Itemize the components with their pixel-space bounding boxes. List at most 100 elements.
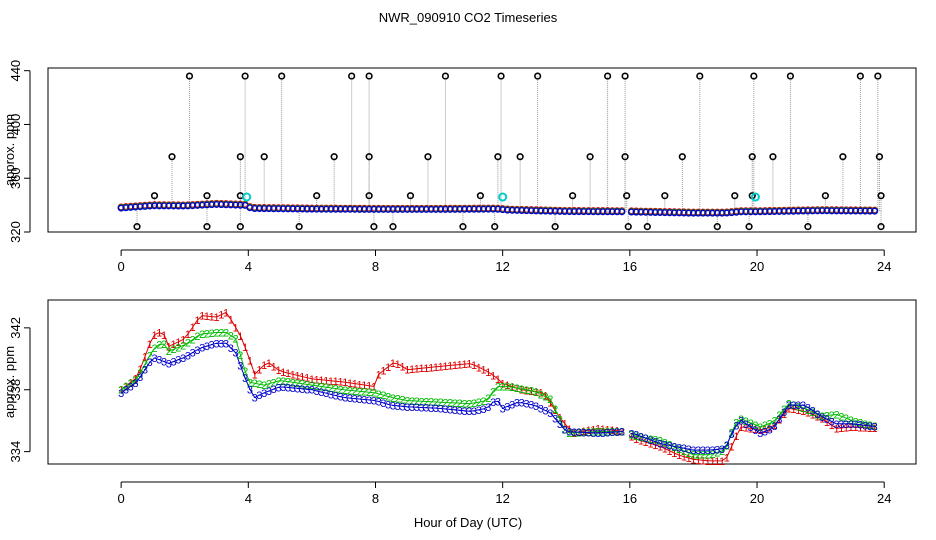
series-1-marker: 1 [275, 365, 281, 377]
series-3-marker: 3 [156, 355, 162, 367]
series-3-marker: 3 [337, 392, 343, 404]
series-3-marker: 3 [352, 394, 358, 406]
bottom-y-tick-label: 334 [8, 441, 23, 463]
cyan-marker [498, 192, 508, 202]
series-1-marker: 1 [595, 423, 601, 435]
series-1-marker: 1 [280, 367, 286, 379]
spike-point [621, 153, 629, 161]
series-1-marker: 1 [662, 444, 668, 456]
spike-point [569, 192, 577, 200]
series-2-marker: 2 [309, 380, 315, 392]
spike-point [856, 72, 864, 80]
series-2-marker: 2 [261, 380, 267, 392]
top-y-axis: 320 360 400 440 [8, 60, 31, 243]
series-1-marker: 1 [590, 424, 596, 436]
series-1-marker: 1 [223, 307, 229, 319]
series-3-marker: 3 [495, 396, 501, 408]
spike-point [185, 72, 194, 80]
series-1-marker: 1 [814, 411, 820, 423]
series-2-marker: 2 [242, 366, 248, 378]
spike-point [874, 72, 882, 80]
series-2-marker: 2 [314, 381, 320, 393]
series-2-marker: 2 [156, 339, 162, 351]
top-y-axis-label: approx. ppm [2, 114, 17, 186]
series-2-marker: 2 [547, 394, 553, 406]
series-1-marker: 1 [523, 385, 529, 397]
series-3-marker: 3 [376, 396, 382, 408]
series-3-marker: 3 [776, 414, 782, 426]
series-3-marker: 3 [647, 435, 653, 447]
series-3-marker: 3 [295, 383, 301, 395]
series-3-marker: 3 [132, 378, 138, 390]
cyan-marker [242, 192, 252, 202]
series-1-marker: 1 [147, 339, 153, 351]
series-2-marker: 2 [695, 450, 701, 462]
series-3-marker: 3 [428, 403, 434, 415]
series-3-marker: 3 [380, 398, 386, 410]
series-1-marker: 1 [686, 453, 692, 465]
series-2-marker: 2 [500, 382, 506, 394]
spike-point [260, 153, 268, 161]
series-2-marker: 2 [576, 427, 582, 439]
series-1-marker: 1 [376, 369, 382, 381]
series-2-marker: 2 [523, 385, 529, 397]
series-1-marker: 1 [504, 380, 510, 392]
series-1-marker: 1 [447, 360, 453, 372]
series-3-marker: 3 [190, 348, 196, 360]
series-2-marker: 2 [490, 386, 496, 398]
series-2-marker: 2 [800, 403, 806, 415]
series-3-marker: 3 [638, 431, 644, 443]
series-3-marker: 3 [705, 445, 711, 457]
spike-point [745, 223, 753, 231]
series-1-marker: 1 [366, 381, 372, 393]
series-1-marker: 1 [729, 441, 735, 453]
bottom-panel: 1111111111111111111111111111111111111111… [2, 299, 917, 506]
series-2-marker: 2 [614, 427, 620, 439]
series-1-marker: 1 [476, 362, 482, 374]
series-3-marker: 3 [333, 391, 339, 403]
series-3-marker: 3 [695, 445, 701, 457]
series-1-marker: 1 [261, 360, 267, 372]
series-1-marker: 1 [204, 311, 210, 323]
series-2-marker: 2 [481, 396, 487, 408]
series-1-marker: 1 [767, 423, 773, 435]
spike-point [330, 153, 338, 161]
series-1-marker: 1 [428, 362, 434, 374]
series-3-marker: 3 [733, 420, 739, 432]
series-3-marker: 3 [366, 395, 372, 407]
series-1-marker: 1 [457, 360, 463, 372]
series-3-marker: 3 [304, 384, 310, 396]
series-1-marker: 1 [638, 436, 644, 448]
series-1-marker: 1 [495, 374, 501, 386]
series-3-marker: 3 [142, 365, 148, 377]
spike-point [348, 72, 356, 80]
series-3-marker: 3 [275, 382, 281, 394]
series-2-marker: 2 [733, 418, 739, 430]
series-2-marker: 2 [123, 381, 129, 393]
series-2-marker: 2 [767, 418, 773, 430]
series-2-marker: 2 [791, 400, 797, 412]
bottom-x-tick-label: 0 [118, 491, 125, 506]
series-1-marker: 1 [833, 423, 839, 435]
series-3-marker: 3 [209, 340, 215, 352]
series-2-marker: 2 [256, 379, 262, 391]
series-2-marker: 2 [719, 446, 725, 458]
series-1-marker: 1 [867, 423, 873, 435]
series-2-marker: 2 [285, 377, 291, 389]
series-3-marker: 3 [218, 338, 224, 350]
series-2-marker: 2 [213, 327, 219, 339]
series-1-marker: 1 [705, 456, 711, 468]
spike-point [621, 72, 629, 80]
series-2-marker: 2 [619, 427, 625, 439]
series-1-marker: 1 [652, 440, 658, 452]
series-1-marker: 1 [853, 422, 859, 434]
series-3-marker: 3 [667, 440, 673, 452]
series-2-marker: 2 [190, 334, 196, 346]
series-2-marker: 2 [457, 398, 463, 410]
spike-point [497, 72, 505, 80]
series-3-marker: 3 [681, 443, 687, 455]
series-1-marker: 1 [318, 375, 324, 387]
series-2-marker: 2 [342, 385, 348, 397]
series-3-marker: 3 [652, 437, 658, 449]
series-3-marker: 3 [399, 401, 405, 413]
